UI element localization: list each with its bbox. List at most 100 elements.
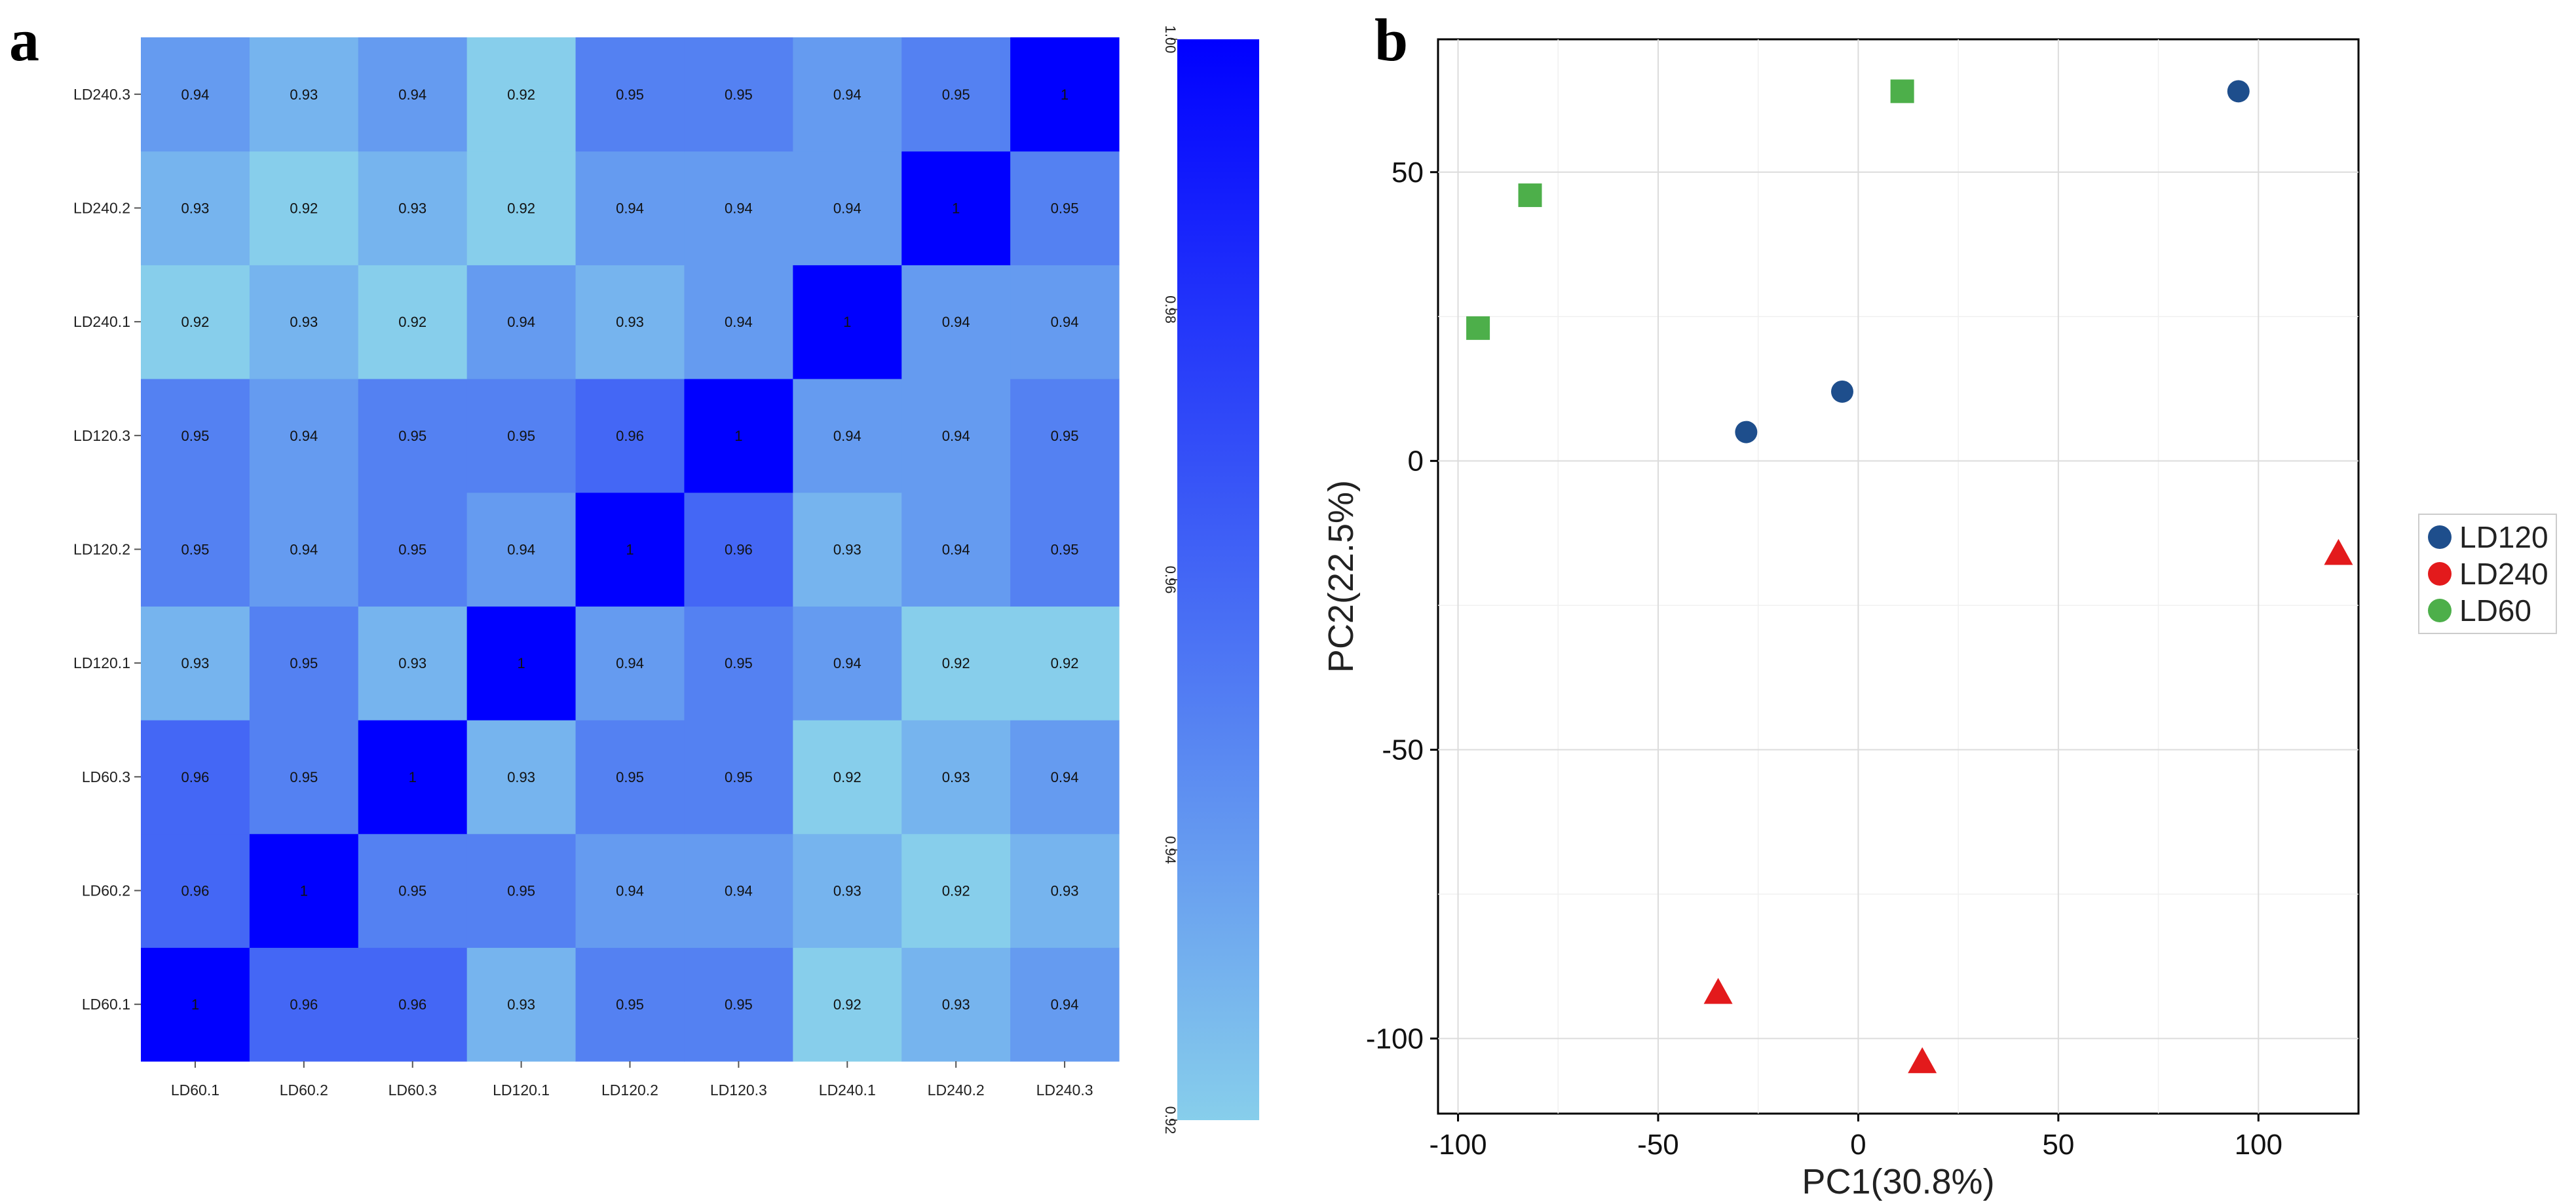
heatmap-y-tick-label: LD60.2 (82, 882, 130, 899)
heatmap-cell-label: 0.92 (181, 314, 210, 330)
heatmap-cell-label: 0.94 (725, 314, 753, 330)
heatmap-cell-label: 1 (843, 314, 851, 330)
x-axis-tick-label: -100 (1430, 1129, 1487, 1161)
heatmap-cell-label: 0.94 (507, 542, 535, 558)
heatmap-cell-label: 0.94 (942, 428, 970, 444)
heatmap-cell-label: 0.92 (1051, 655, 1079, 671)
heatmap-cell-LD120.1-LD240.1 (793, 606, 902, 721)
heatmap-cell-label: 0.96 (290, 996, 318, 1013)
heatmap-cell-LD240.2-LD240.2 (901, 151, 1011, 265)
heatmap-cell-LD240.2-LD120.1 (466, 151, 577, 265)
heatmap-cell-LD120.2-LD60.2 (249, 492, 359, 607)
heatmap-cell-LD120.2-LD240.2 (901, 492, 1011, 607)
heatmap-cell-label: 0.92 (833, 769, 862, 785)
data-point-LD240 (1908, 1047, 1937, 1074)
heatmap-cell-LD240.2-LD240.3 (1010, 151, 1120, 265)
heatmap-cell-LD120.2-LD120.1 (466, 492, 577, 607)
heatmap-cell-label: 0.95 (507, 883, 535, 899)
heatmap-cell-LD240.3-LD120.2 (575, 37, 685, 152)
heatmap-cell-LD60.1-LD240.3 (1010, 947, 1120, 1062)
heatmap-x-tick-label: LD120.3 (710, 1082, 767, 1099)
colorbar-tick-label: 0.98 (1162, 295, 1179, 324)
heatmap-cell-label: 0.94 (616, 883, 644, 899)
heatmap-cell-label: 0.95 (1051, 200, 1079, 217)
heatmap-cell-label: 0.93 (833, 883, 862, 899)
x-axis-tick-label: 100 (2235, 1129, 2282, 1161)
heatmap-cell-LD240.3-LD60.2 (249, 37, 359, 152)
heatmap-cell-label: 0.95 (942, 86, 970, 103)
heatmap-cell-LD60.2-LD240.3 (1010, 833, 1120, 948)
heatmap-cell-LD240.3-LD240.1 (793, 37, 902, 152)
heatmap-cell-label: 0.94 (942, 314, 970, 330)
colorbar (1177, 39, 1259, 1120)
heatmap-cell-label: 0.93 (507, 769, 535, 785)
colorbar-tick-label: 0.96 (1162, 566, 1179, 594)
heatmap-cell-LD60.2-LD240.1 (793, 833, 902, 948)
heatmap-cell-LD60.1-LD240.2 (901, 947, 1011, 1062)
heatmap-cell-label: 0.94 (1051, 996, 1079, 1013)
heatmap-cell-label: 0.93 (290, 86, 318, 103)
heatmap-cell-label: 0.94 (507, 314, 535, 330)
heatmap-cell-LD60.3-LD240.1 (793, 720, 902, 835)
colorbar-tick-label: 0.94 (1162, 836, 1179, 864)
heatmap-cell-LD120.1-LD120.2 (575, 606, 685, 721)
heatmap-cell-LD60.3-LD120.1 (466, 720, 577, 835)
heatmap-cell-LD60.3-LD240.3 (1010, 720, 1120, 835)
heatmap-cell-LD60.2-LD120.2 (575, 833, 685, 948)
heatmap-cell-LD240.1-LD240.3 (1010, 265, 1120, 379)
heatmap-cell-label: 0.95 (181, 428, 210, 444)
heatmap-cell-LD120.1-LD240.2 (901, 606, 1011, 721)
heatmap-cell-LD120.2-LD120.3 (684, 492, 793, 607)
heatmap-cell-LD240.1-LD120.3 (684, 265, 793, 379)
heatmap-cell-LD120.3-LD60.3 (358, 379, 468, 493)
heatmap-cell-LD120.2-LD240.3 (1010, 492, 1120, 607)
x-axis-tick-label: -50 (1637, 1129, 1679, 1161)
legend-key-LD240 (2428, 562, 2452, 586)
heatmap-cell-label: 0.96 (181, 769, 210, 785)
data-point-LD60 (1466, 316, 1490, 340)
heatmap-y-tick-label: LD240.2 (73, 200, 130, 217)
pca-scatter-panel: -100 -50 0 50 100 -100 -50 0 50 PC1(30.8%) PC2(22.… (1321, 38, 2557, 1201)
heatmap-cell-LD60.2-LD120.1 (466, 833, 577, 948)
heatmap-x-tick-label: LD120.1 (493, 1082, 550, 1099)
data-point-LD120 (2227, 80, 2250, 103)
y-axis-title: PC2(22.5%) (1321, 480, 1361, 673)
heatmap-cell-label: 1 (517, 655, 525, 671)
heatmap-cell-label: 0.95 (616, 769, 644, 785)
heatmap-y-tick-label: LD120.1 (73, 654, 130, 671)
heatmap-cell-label: 0.95 (725, 996, 753, 1013)
heatmap-cell-label: 0.94 (833, 655, 862, 671)
heatmap-cell-LD60.3-LD120.3 (684, 720, 793, 835)
colorbar-tick-label: 1.00 (1162, 26, 1179, 54)
heatmap-cell-label: 0.95 (398, 883, 426, 899)
heatmap-x-tick-label: LD60.1 (171, 1082, 219, 1099)
heatmap-cell-LD120.2-LD240.1 (793, 492, 902, 607)
heatmap-cell-label: 0.95 (725, 769, 753, 785)
heatmap-cell-LD120.1-LD60.1 (141, 606, 250, 721)
heatmap-y-tick-label: LD120.2 (73, 541, 130, 558)
heatmap-cell-label: 0.95 (290, 655, 318, 671)
y-axis-tick-label: -100 (1366, 1023, 1424, 1055)
heatmap-x-tick-label: LD120.2 (601, 1082, 658, 1099)
heatmap-cell-label: 0.96 (725, 542, 753, 558)
heatmap-cell-label: 0.94 (398, 86, 426, 103)
plot-area (1437, 38, 2360, 1115)
heatmap-cell-LD240.1-LD120.1 (466, 265, 577, 379)
legend-label: LD240 (2459, 557, 2548, 591)
heatmap-y-tick-label: LD60.1 (82, 996, 130, 1013)
heatmap-cell-label: 0.92 (942, 883, 970, 899)
heatmap-cell-LD60.1-LD120.2 (575, 947, 685, 1062)
heatmap-y-tick-label: LD240.3 (73, 86, 130, 103)
heatmap-cell-LD60.2-LD60.3 (358, 833, 468, 948)
heatmap-cell-LD240.2-LD120.3 (684, 151, 793, 265)
heatmap-cell-LD240.2-LD240.1 (793, 151, 902, 265)
heatmap-cell-label: 0.93 (398, 655, 426, 671)
heatmap-cell-label: 1 (734, 428, 742, 444)
heatmap-cell-label: 0.92 (290, 200, 318, 217)
data-point-LD240 (1703, 977, 1733, 1004)
heatmap-cell-label: 0.94 (725, 200, 753, 217)
x-axis-tick-label: 50 (2042, 1129, 2074, 1161)
heatmap-cell-LD60.1-LD60.1 (141, 947, 250, 1062)
heatmap-cell-label: 0.92 (833, 996, 862, 1013)
heatmap-cell-label: 0.92 (507, 86, 535, 103)
